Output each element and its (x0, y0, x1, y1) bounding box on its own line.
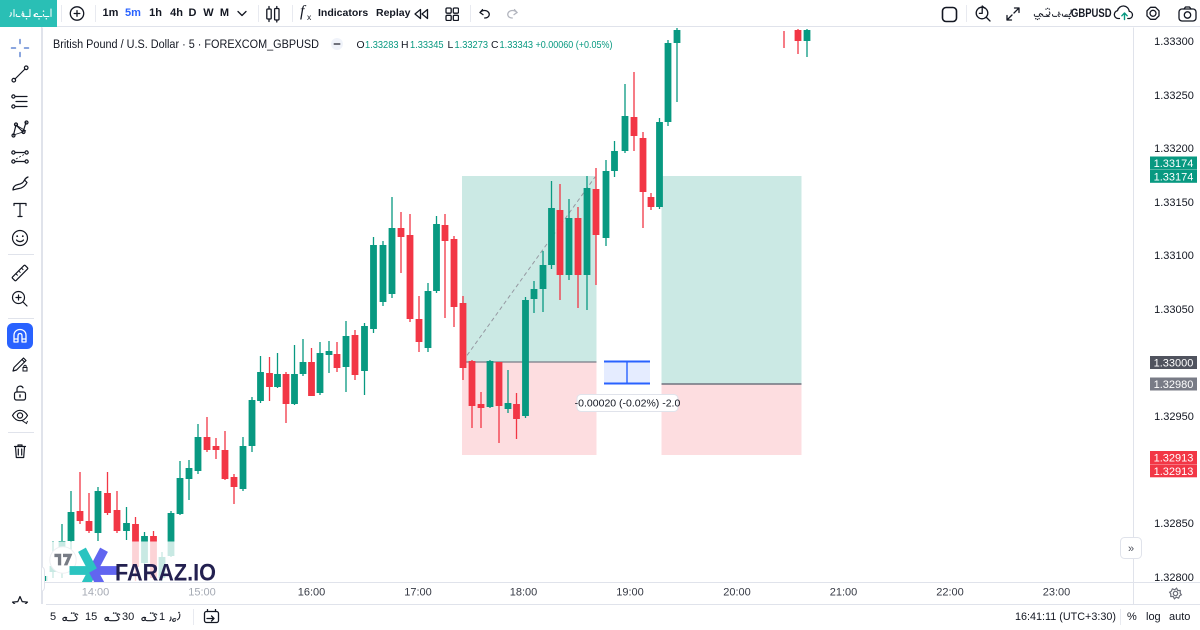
svg-text:16:00: 16:00 (298, 587, 326, 599)
svg-text:1.32913: 1.32913 (1154, 466, 1194, 478)
svg-text:1.33300: 1.33300 (1154, 36, 1194, 48)
svg-text:O: O (357, 40, 365, 51)
svg-text:L: L (448, 40, 454, 51)
svg-text:1.32913: 1.32913 (1154, 453, 1194, 465)
svg-text:1.33100: 1.33100 (1154, 250, 1194, 262)
svg-text:1.33273: 1.33273 (455, 40, 489, 51)
svg-text:18:00: 18:00 (510, 587, 538, 599)
svg-text:H: H (401, 40, 409, 51)
svg-text:1.33343: 1.33343 (500, 40, 534, 51)
svg-text:21:00: 21:00 (830, 587, 858, 599)
svg-text:1.33283: 1.33283 (365, 40, 399, 51)
svg-text:19:00: 19:00 (616, 587, 644, 599)
svg-text:1.32950: 1.32950 (1154, 411, 1194, 423)
svg-text:22:00: 22:00 (936, 587, 964, 599)
svg-text:1.32850: 1.32850 (1154, 518, 1194, 530)
svg-text:-0.00020 (-0.02%) -2.0: -0.00020 (-0.02%) -2.0 (575, 398, 681, 410)
svg-text:20:00: 20:00 (723, 587, 751, 599)
svg-text:15:00: 15:00 (188, 587, 216, 599)
svg-text:1.32800: 1.32800 (1154, 572, 1194, 584)
svg-text:1.33174: 1.33174 (1154, 171, 1194, 183)
svg-text:1.33050: 1.33050 (1154, 304, 1194, 316)
svg-text:1.33250: 1.33250 (1154, 90, 1194, 102)
svg-text:23:00: 23:00 (1043, 587, 1071, 599)
svg-text:»: » (1128, 543, 1134, 555)
svg-text:British Pound / U.S. Dollar ·: British Pound / U.S. Dollar · 5 · FOREXC… (53, 37, 319, 51)
svg-text:1.33174: 1.33174 (1154, 158, 1194, 170)
svg-text:+0.00060 (+0.05%): +0.00060 (+0.05%) (536, 40, 613, 51)
svg-text:FARAZ.IO: FARAZ.IO (115, 560, 216, 587)
svg-text:C: C (491, 40, 499, 51)
svg-text:1.32980: 1.32980 (1154, 379, 1194, 391)
svg-text:1.33000: 1.33000 (1154, 358, 1194, 370)
svg-text:17:00: 17:00 (404, 587, 432, 599)
svg-text:14:00: 14:00 (82, 587, 110, 599)
svg-text:1.33150: 1.33150 (1154, 197, 1194, 209)
svg-text:1.33345: 1.33345 (410, 40, 444, 51)
svg-text:1.33200: 1.33200 (1154, 143, 1194, 155)
